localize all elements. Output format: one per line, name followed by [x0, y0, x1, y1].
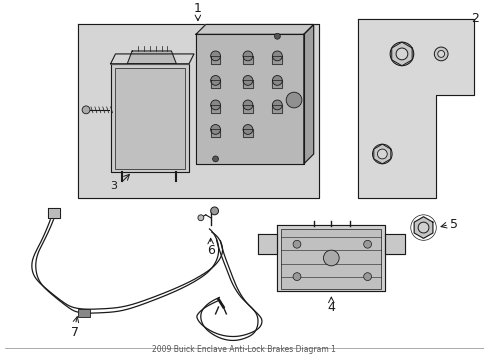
Polygon shape: [277, 225, 385, 291]
Text: 1: 1: [194, 2, 202, 15]
Circle shape: [210, 51, 220, 61]
Circle shape: [243, 100, 252, 110]
Text: 7: 7: [71, 326, 79, 339]
Circle shape: [210, 125, 220, 134]
Circle shape: [243, 51, 252, 61]
Polygon shape: [243, 56, 252, 64]
Polygon shape: [357, 19, 472, 198]
Text: 2009 Buick Enclave Anti-Lock Brakes Diagram 1: 2009 Buick Enclave Anti-Lock Brakes Diag…: [152, 345, 335, 354]
Circle shape: [210, 100, 220, 110]
Circle shape: [323, 250, 339, 266]
Polygon shape: [243, 130, 252, 137]
Polygon shape: [78, 24, 318, 198]
Circle shape: [243, 76, 252, 85]
Bar: [114, 68, 185, 169]
Polygon shape: [127, 51, 176, 64]
Polygon shape: [243, 105, 252, 113]
Polygon shape: [210, 80, 220, 88]
Circle shape: [395, 48, 407, 60]
Circle shape: [363, 273, 371, 280]
Polygon shape: [272, 80, 282, 88]
Circle shape: [210, 76, 220, 85]
Circle shape: [377, 149, 386, 159]
Polygon shape: [272, 56, 282, 64]
Polygon shape: [210, 105, 220, 113]
Bar: [281, 229, 381, 289]
Circle shape: [272, 51, 282, 61]
Circle shape: [292, 273, 300, 280]
Text: 4: 4: [326, 301, 335, 314]
Polygon shape: [303, 24, 313, 164]
Polygon shape: [196, 34, 303, 164]
Text: 3: 3: [110, 181, 117, 192]
Circle shape: [363, 240, 371, 248]
Circle shape: [210, 207, 218, 215]
Circle shape: [198, 215, 203, 221]
Text: 2: 2: [470, 12, 479, 25]
Bar: [78, 309, 90, 317]
Circle shape: [372, 144, 391, 164]
Circle shape: [292, 240, 300, 248]
Polygon shape: [196, 24, 313, 34]
Text: 6: 6: [206, 244, 214, 257]
Circle shape: [274, 33, 280, 39]
Circle shape: [272, 100, 282, 110]
Polygon shape: [110, 54, 194, 64]
Circle shape: [272, 76, 282, 85]
Polygon shape: [210, 56, 220, 64]
Circle shape: [437, 50, 444, 57]
Text: 5: 5: [449, 218, 457, 231]
Circle shape: [433, 47, 447, 61]
Polygon shape: [257, 234, 277, 254]
Circle shape: [417, 222, 428, 233]
Polygon shape: [413, 217, 432, 238]
Polygon shape: [210, 130, 220, 137]
Polygon shape: [243, 80, 252, 88]
Circle shape: [389, 42, 413, 66]
Circle shape: [243, 125, 252, 134]
Polygon shape: [272, 105, 282, 113]
Polygon shape: [48, 208, 60, 218]
Circle shape: [285, 92, 301, 108]
Circle shape: [82, 106, 90, 114]
Polygon shape: [110, 64, 189, 172]
Polygon shape: [385, 234, 404, 254]
Circle shape: [212, 156, 218, 162]
